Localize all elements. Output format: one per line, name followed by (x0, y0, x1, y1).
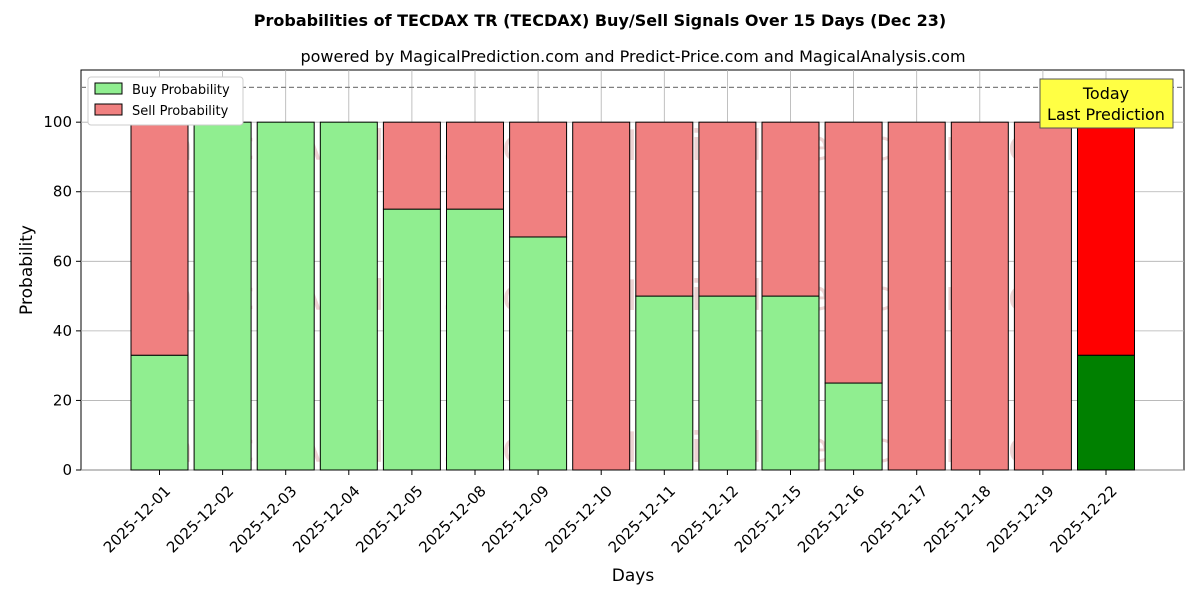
chart-subtitle: powered by MagicalPrediction.com and Pre… (300, 47, 965, 66)
legend-label-sell: Sell Probability (132, 104, 229, 119)
x-tick-label: 2025-12-22 (1046, 482, 1120, 556)
bars (130, 121, 1135, 471)
bar-buy (130, 354, 189, 471)
legend-swatch-buy (94, 82, 123, 95)
x-tick-label: 2025-12-09 (478, 482, 552, 556)
bar-sell (950, 121, 1009, 471)
today-annotation-line-1: Today (1082, 84, 1129, 103)
x-tick-label: 2025-12-18 (920, 482, 994, 556)
bar-buy (761, 295, 820, 471)
bar-sell (635, 121, 694, 297)
x-tick-label: 2025-12-02 (163, 482, 237, 556)
y-tick-label: 20 (53, 391, 72, 409)
y-tick-label: 40 (53, 322, 72, 340)
bar-buy (446, 208, 504, 471)
today-annotation: Today Last Prediction (1039, 78, 1174, 129)
bar-sell (698, 121, 757, 297)
today-annotation-box (1039, 78, 1174, 129)
bar-buy (824, 382, 883, 471)
bar-sell (824, 121, 883, 384)
y-axis-ticks: 0 20 40 60 80 100 (43, 113, 81, 479)
bar-sell (446, 121, 504, 210)
x-axis-ticks: 2025-12-012025-12-022025-12-032025-12-04… (100, 470, 1121, 556)
bar-sell (887, 121, 946, 471)
y-tick-label: 0 (62, 461, 72, 479)
bar-sell (1013, 121, 1072, 471)
x-tick-label: 2025-12-12 (668, 482, 742, 556)
bar-buy (635, 295, 694, 471)
bar-sell (1077, 121, 1135, 356)
bar-buy (256, 121, 315, 471)
x-tick-label: 2025-12-04 (289, 482, 363, 556)
x-tick-label: 2025-12-19 (983, 482, 1057, 556)
x-tick-label: 2025-12-05 (352, 482, 426, 556)
bar-buy (509, 236, 568, 471)
x-tick-label: 2025-12-08 (415, 482, 489, 556)
bar-buy (698, 295, 757, 471)
legend-swatch-sell (94, 103, 123, 116)
x-tick-label: 2025-12-17 (857, 482, 931, 556)
x-tick-label: 2025-12-01 (100, 482, 174, 556)
legend-box (87, 76, 244, 126)
x-axis-label: Days (612, 566, 655, 586)
x-tick-label: 2025-12-15 (731, 482, 805, 556)
x-tick-label: 2025-12-10 (542, 482, 616, 556)
bar-buy (319, 121, 378, 471)
bar-sell (382, 121, 441, 210)
bar-sell (572, 121, 631, 471)
legend: Buy Probability Sell Probability (87, 76, 244, 126)
x-tick-label: 2025-12-03 (226, 482, 300, 556)
y-tick-label: 100 (43, 113, 72, 131)
x-tick-label: 2025-12-16 (794, 482, 868, 556)
bar-buy (1077, 354, 1135, 471)
chart-title: Probabilities of TECDAX TR (TECDAX) Buy/… (254, 11, 946, 30)
bar-sell (130, 121, 189, 356)
x-tick-label: 2025-12-11 (605, 482, 679, 556)
bar-buy (193, 121, 252, 471)
today-annotation-line-2: Last Prediction (1047, 105, 1165, 124)
y-tick-label: 60 (53, 252, 72, 270)
y-tick-label: 80 (53, 183, 72, 201)
legend-label-buy: Buy Probability (132, 83, 230, 98)
y-axis-label: Probability (17, 225, 37, 315)
bar-buy (382, 208, 441, 471)
bar-sell (761, 121, 820, 297)
bar-sell (509, 121, 568, 238)
